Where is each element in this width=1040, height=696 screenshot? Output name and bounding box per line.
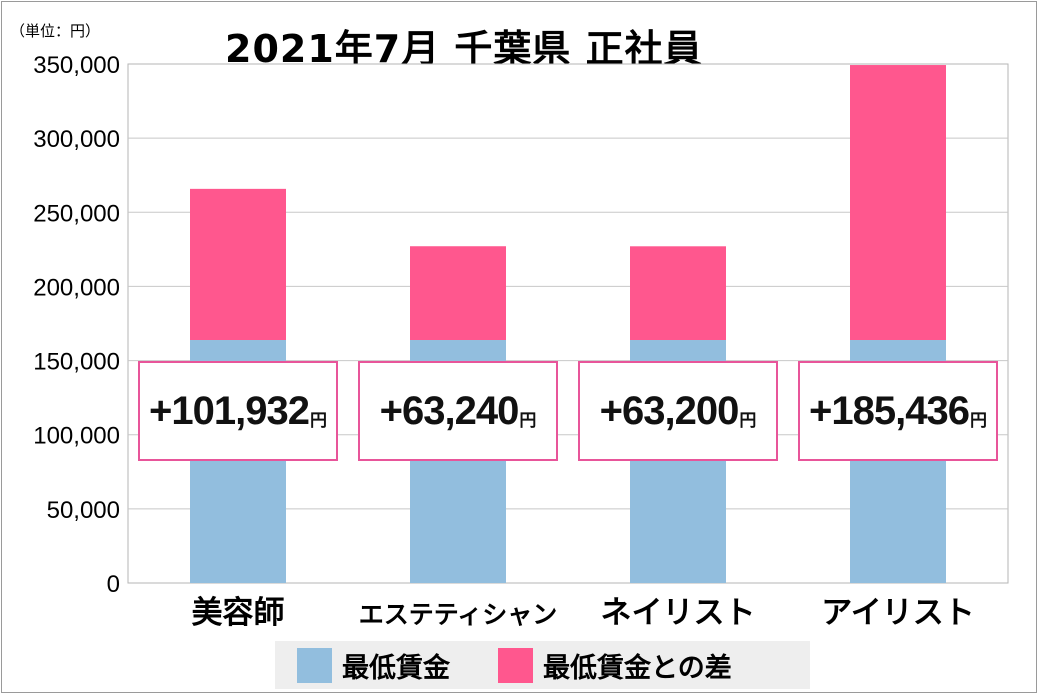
legend-item-base: 最低賃金 bbox=[297, 646, 450, 685]
y-tick-label: 50,000 bbox=[47, 497, 120, 524]
legend-label-diff: 最低賃金との差 bbox=[543, 652, 732, 684]
legend: 最低賃金 最低賃金との差 bbox=[275, 641, 810, 689]
x-category-label: エステティシャン bbox=[359, 600, 558, 629]
x-category-label: ネイリスト bbox=[601, 595, 756, 631]
x-category-label: アイリスト bbox=[821, 595, 974, 631]
difference-value: +101,932 bbox=[149, 388, 310, 433]
y-tick-label: 250,000 bbox=[33, 200, 120, 227]
difference-unit: 円 bbox=[739, 410, 757, 431]
difference-box: +101,932 円 bbox=[138, 361, 338, 461]
difference-unit: 円 bbox=[969, 410, 987, 431]
bar-diff-2 bbox=[630, 246, 726, 341]
legend-swatch-diff bbox=[498, 647, 533, 683]
difference-value: +63,200 bbox=[599, 388, 740, 433]
legend-item-diff: 最低賃金との差 bbox=[498, 646, 732, 685]
unit-label: （単位：円） bbox=[10, 22, 101, 40]
y-tick-label: 150,000 bbox=[33, 349, 120, 376]
bar-diff-1 bbox=[410, 246, 506, 341]
legend-label-base: 最低賃金 bbox=[342, 652, 450, 684]
difference-value: +185,436 bbox=[809, 388, 970, 433]
bar-diff-3 bbox=[850, 65, 946, 341]
y-tick-label: 300,000 bbox=[33, 126, 120, 153]
bar-chart: 0 50,000 100,000 150,000 200,000 250,000 300,0… bbox=[33, 52, 1009, 631]
difference-unit: 円 bbox=[309, 410, 327, 431]
y-tick-label: 350,000 bbox=[33, 52, 120, 79]
difference-box: +185,436 円 bbox=[798, 361, 998, 461]
y-tick-label: 100,000 bbox=[33, 423, 120, 450]
difference-box: +63,200 円 bbox=[578, 361, 778, 461]
y-tick-label: 0 bbox=[107, 571, 120, 598]
y-tick-label: 200,000 bbox=[33, 274, 120, 301]
difference-value: +63,240 bbox=[379, 388, 520, 433]
difference-unit: 円 bbox=[519, 410, 537, 431]
legend-swatch-base bbox=[297, 647, 332, 683]
difference-box: +63,240 円 bbox=[358, 361, 558, 461]
bar-diff-0 bbox=[190, 188, 286, 341]
x-category-label: 美容師 bbox=[192, 595, 285, 631]
